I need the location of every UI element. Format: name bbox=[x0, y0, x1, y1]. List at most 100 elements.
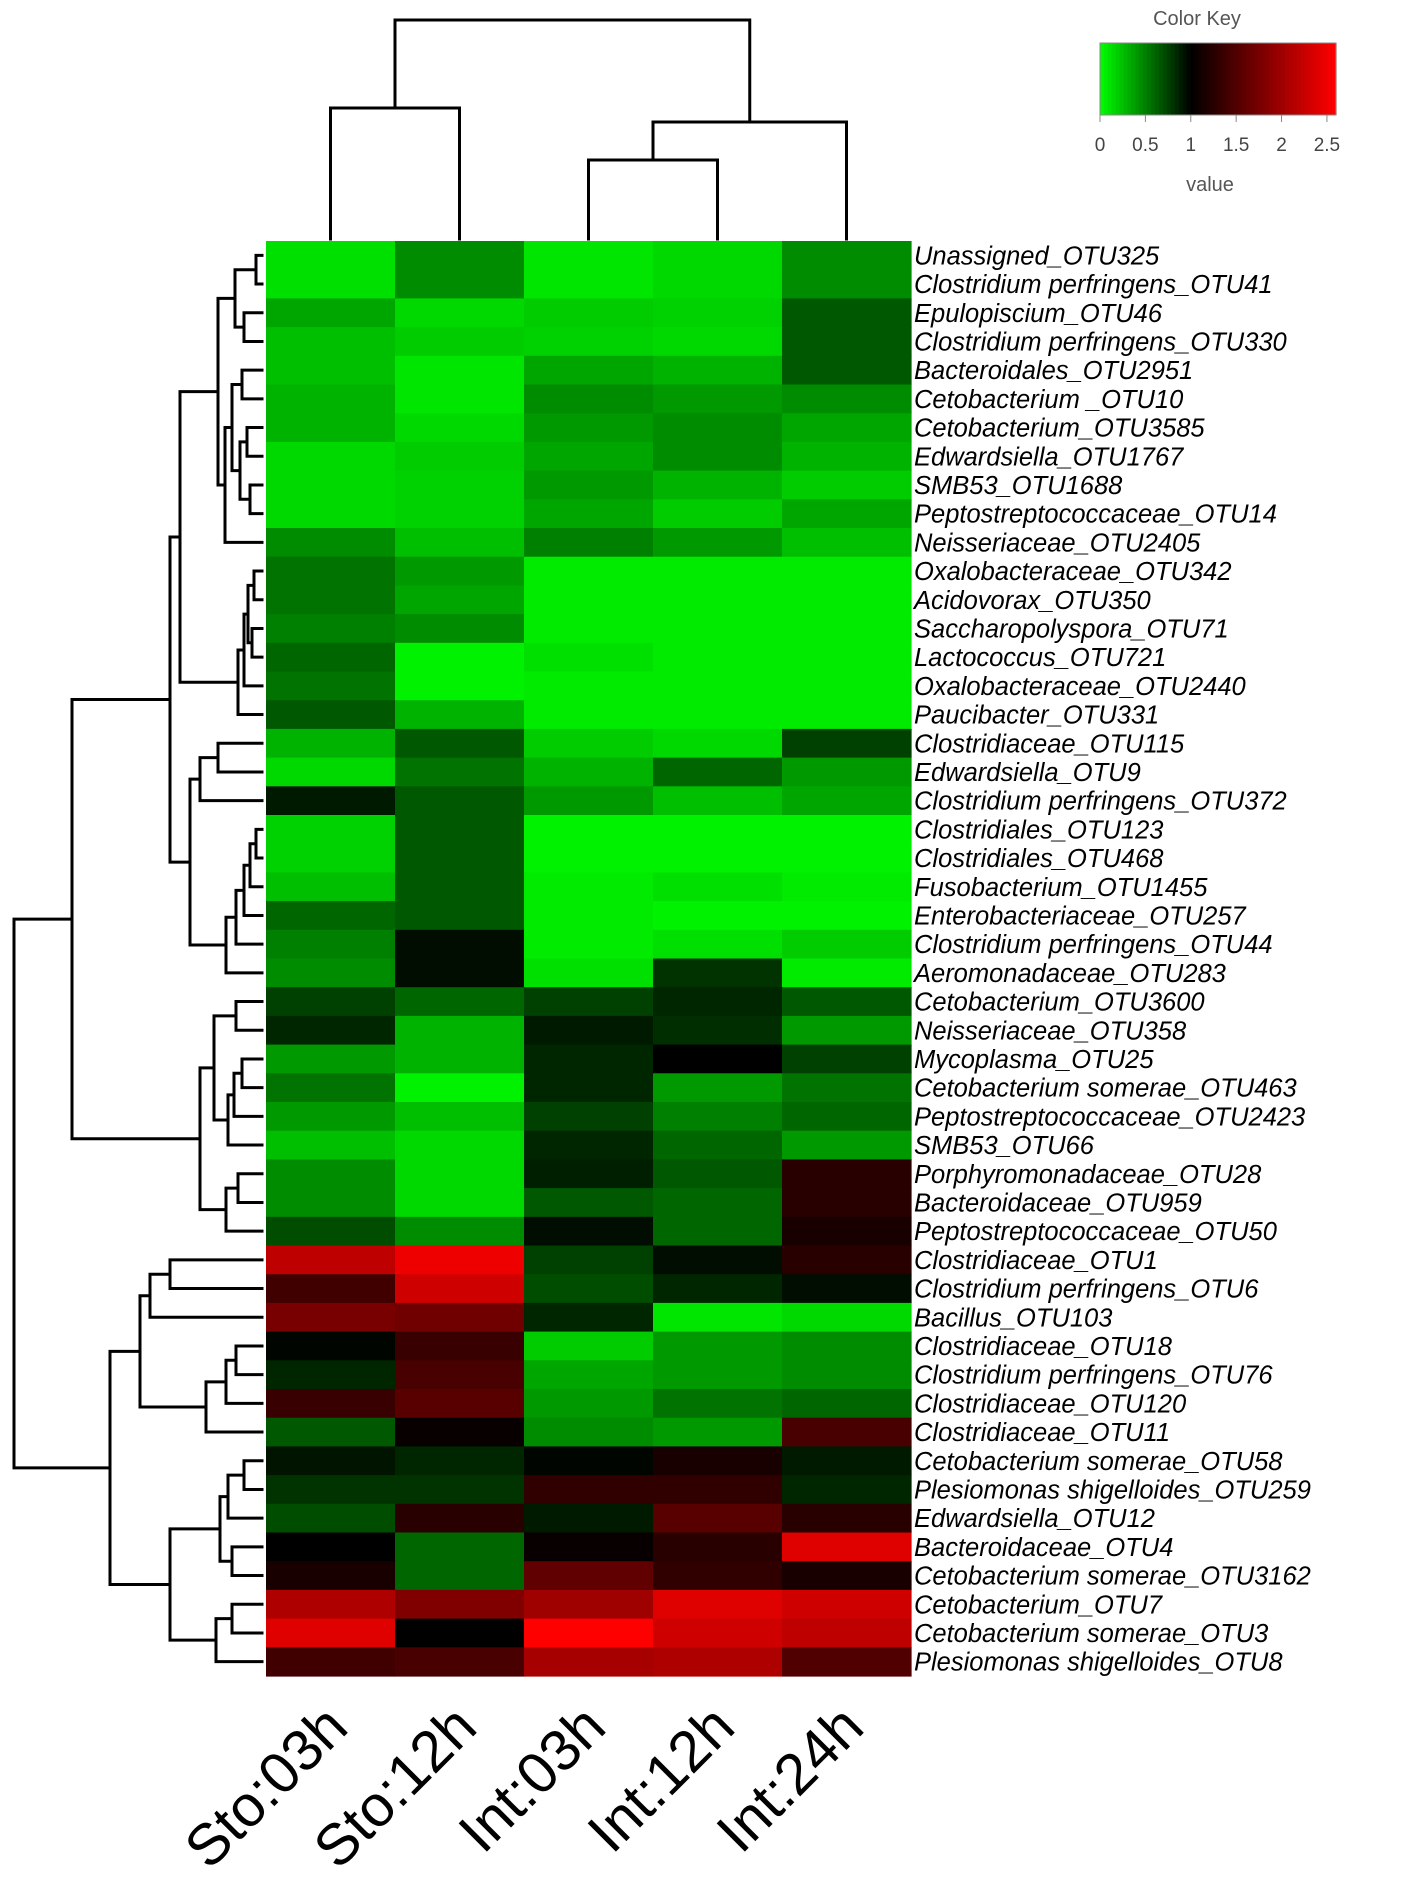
heatmap-cell bbox=[524, 413, 654, 443]
color-key-tick-label: 2.5 bbox=[1314, 135, 1340, 156]
heatmap-cell bbox=[524, 786, 654, 816]
heatmap-cell bbox=[653, 671, 783, 701]
dendrogram-branch bbox=[230, 1602, 264, 1635]
heatmap-cell bbox=[782, 1274, 912, 1304]
heatmap-cell bbox=[782, 757, 912, 787]
heatmap-cell bbox=[395, 872, 525, 902]
color-key-step bbox=[1186, 43, 1192, 115]
heatmap-cell bbox=[782, 843, 912, 873]
heatmap-cell bbox=[266, 671, 396, 701]
row-label: Bacteroidaceae_OTU959 bbox=[914, 1189, 1202, 1217]
row-label: Cetobacterium somerae_OTU3162 bbox=[914, 1563, 1311, 1591]
dendrogram-branch bbox=[168, 1527, 222, 1642]
heatmap-cell bbox=[395, 441, 525, 472]
heatmap-cell bbox=[395, 298, 525, 328]
heatmap-cell bbox=[395, 958, 525, 988]
heatmap-cell bbox=[653, 728, 783, 759]
heatmap-cell bbox=[782, 901, 912, 931]
heatmap-cell bbox=[266, 642, 396, 673]
color-key-step bbox=[1245, 43, 1251, 115]
row-label: Saccharopolyspora_OTU71 bbox=[914, 615, 1229, 643]
heatmap-cell bbox=[395, 1102, 525, 1132]
heatmap-cell bbox=[782, 298, 912, 328]
heatmap-cell bbox=[782, 614, 912, 644]
heatmap-cell bbox=[524, 929, 654, 960]
heatmap-cell bbox=[653, 1302, 783, 1333]
color-key-step bbox=[1237, 43, 1243, 115]
color-key-step bbox=[1162, 43, 1168, 115]
heatmap-cell bbox=[524, 384, 654, 414]
heatmap-cell bbox=[653, 241, 783, 271]
heatmap-cell bbox=[395, 614, 525, 644]
heatmap-cell bbox=[524, 1618, 654, 1648]
heatmap-cell bbox=[266, 700, 396, 730]
color-key-tick-label: 0 bbox=[1095, 135, 1106, 156]
heatmap-cell bbox=[524, 1389, 654, 1419]
heatmap-cell bbox=[524, 901, 654, 931]
row-label: Bacillus_OTU103 bbox=[914, 1304, 1112, 1332]
color-key-gradient bbox=[1099, 42, 1337, 116]
color-key-tick-label: 2 bbox=[1276, 135, 1287, 156]
row-label: Acidovorax_OTU350 bbox=[912, 587, 1151, 615]
row-label: Oxalobacteraceae_OTU342 bbox=[914, 558, 1232, 586]
color-key-step bbox=[1206, 43, 1211, 115]
heatmap-cell bbox=[266, 1188, 396, 1218]
heatmap-cell bbox=[782, 355, 912, 386]
heatmap-cell bbox=[524, 958, 654, 988]
color-key-step bbox=[1261, 43, 1266, 115]
color-key-step bbox=[1249, 43, 1254, 115]
row-label: Edwardsiella_OTU1767 bbox=[914, 443, 1184, 471]
heatmap-cell bbox=[524, 1274, 654, 1304]
heatmap-cell bbox=[653, 1044, 783, 1074]
heatmap-cell bbox=[653, 614, 783, 644]
color-key-step bbox=[1316, 43, 1321, 115]
row-label: Clostridiaceae_OTU18 bbox=[914, 1333, 1173, 1361]
heatmap-cell bbox=[653, 1417, 783, 1447]
heatmap-cell bbox=[782, 671, 912, 701]
color-key-step bbox=[1111, 43, 1117, 115]
row-label: Plesiomonas shigelloides_OTU8 bbox=[914, 1649, 1283, 1677]
heatmap-cell bbox=[395, 987, 525, 1017]
row-label: Peptostreptococcaceae_OTU14 bbox=[914, 501, 1277, 529]
dendrogram-branch bbox=[234, 1000, 264, 1032]
color-key-step bbox=[1151, 43, 1156, 115]
color-key-step bbox=[1123, 43, 1129, 115]
heatmap-cell bbox=[653, 1188, 783, 1218]
color-key-step bbox=[1288, 43, 1294, 115]
heatmap-cell bbox=[782, 384, 912, 414]
heatmap-cell bbox=[524, 614, 654, 644]
heatmap-cell bbox=[782, 1589, 912, 1620]
row-label: Cetobacterium _OTU10 bbox=[914, 386, 1183, 414]
heatmap-cell bbox=[782, 1073, 912, 1103]
color-key-step bbox=[1182, 43, 1188, 115]
heatmap-cell bbox=[395, 1216, 525, 1247]
color-key-step bbox=[1300, 43, 1306, 115]
heatmap-cell bbox=[524, 1044, 654, 1074]
heatmap-cell bbox=[266, 470, 396, 500]
heatmap-cell bbox=[653, 700, 783, 730]
heatmap-cell bbox=[395, 1618, 525, 1648]
heatmap-cell bbox=[524, 1360, 654, 1390]
heatmap-cell bbox=[782, 441, 912, 472]
dendrogram-branch bbox=[587, 158, 719, 241]
heatmap-cell bbox=[266, 413, 396, 443]
heatmap-cell bbox=[653, 269, 783, 299]
heatmap-cell bbox=[266, 1073, 396, 1103]
heatmap-cell bbox=[653, 1475, 783, 1505]
heatmap-cell bbox=[395, 929, 525, 960]
heatmap-cell bbox=[395, 499, 525, 529]
heatmap-cell bbox=[266, 1130, 396, 1160]
heatmap-cell bbox=[266, 728, 396, 759]
heatmap-cell bbox=[782, 700, 912, 730]
heatmap-cell bbox=[266, 384, 396, 414]
heatmap-cell bbox=[524, 355, 654, 386]
heatmap-cell bbox=[524, 1102, 654, 1132]
heatmap-cell bbox=[782, 241, 912, 271]
color-key-step bbox=[1265, 43, 1270, 115]
heatmap-cell bbox=[782, 1561, 912, 1591]
heatmap-cell bbox=[653, 757, 783, 787]
heatmap-cell bbox=[782, 1446, 912, 1476]
dendrogram-branch bbox=[12, 917, 112, 1470]
row-label: Cetobacterium somerae_OTU3 bbox=[914, 1620, 1268, 1648]
